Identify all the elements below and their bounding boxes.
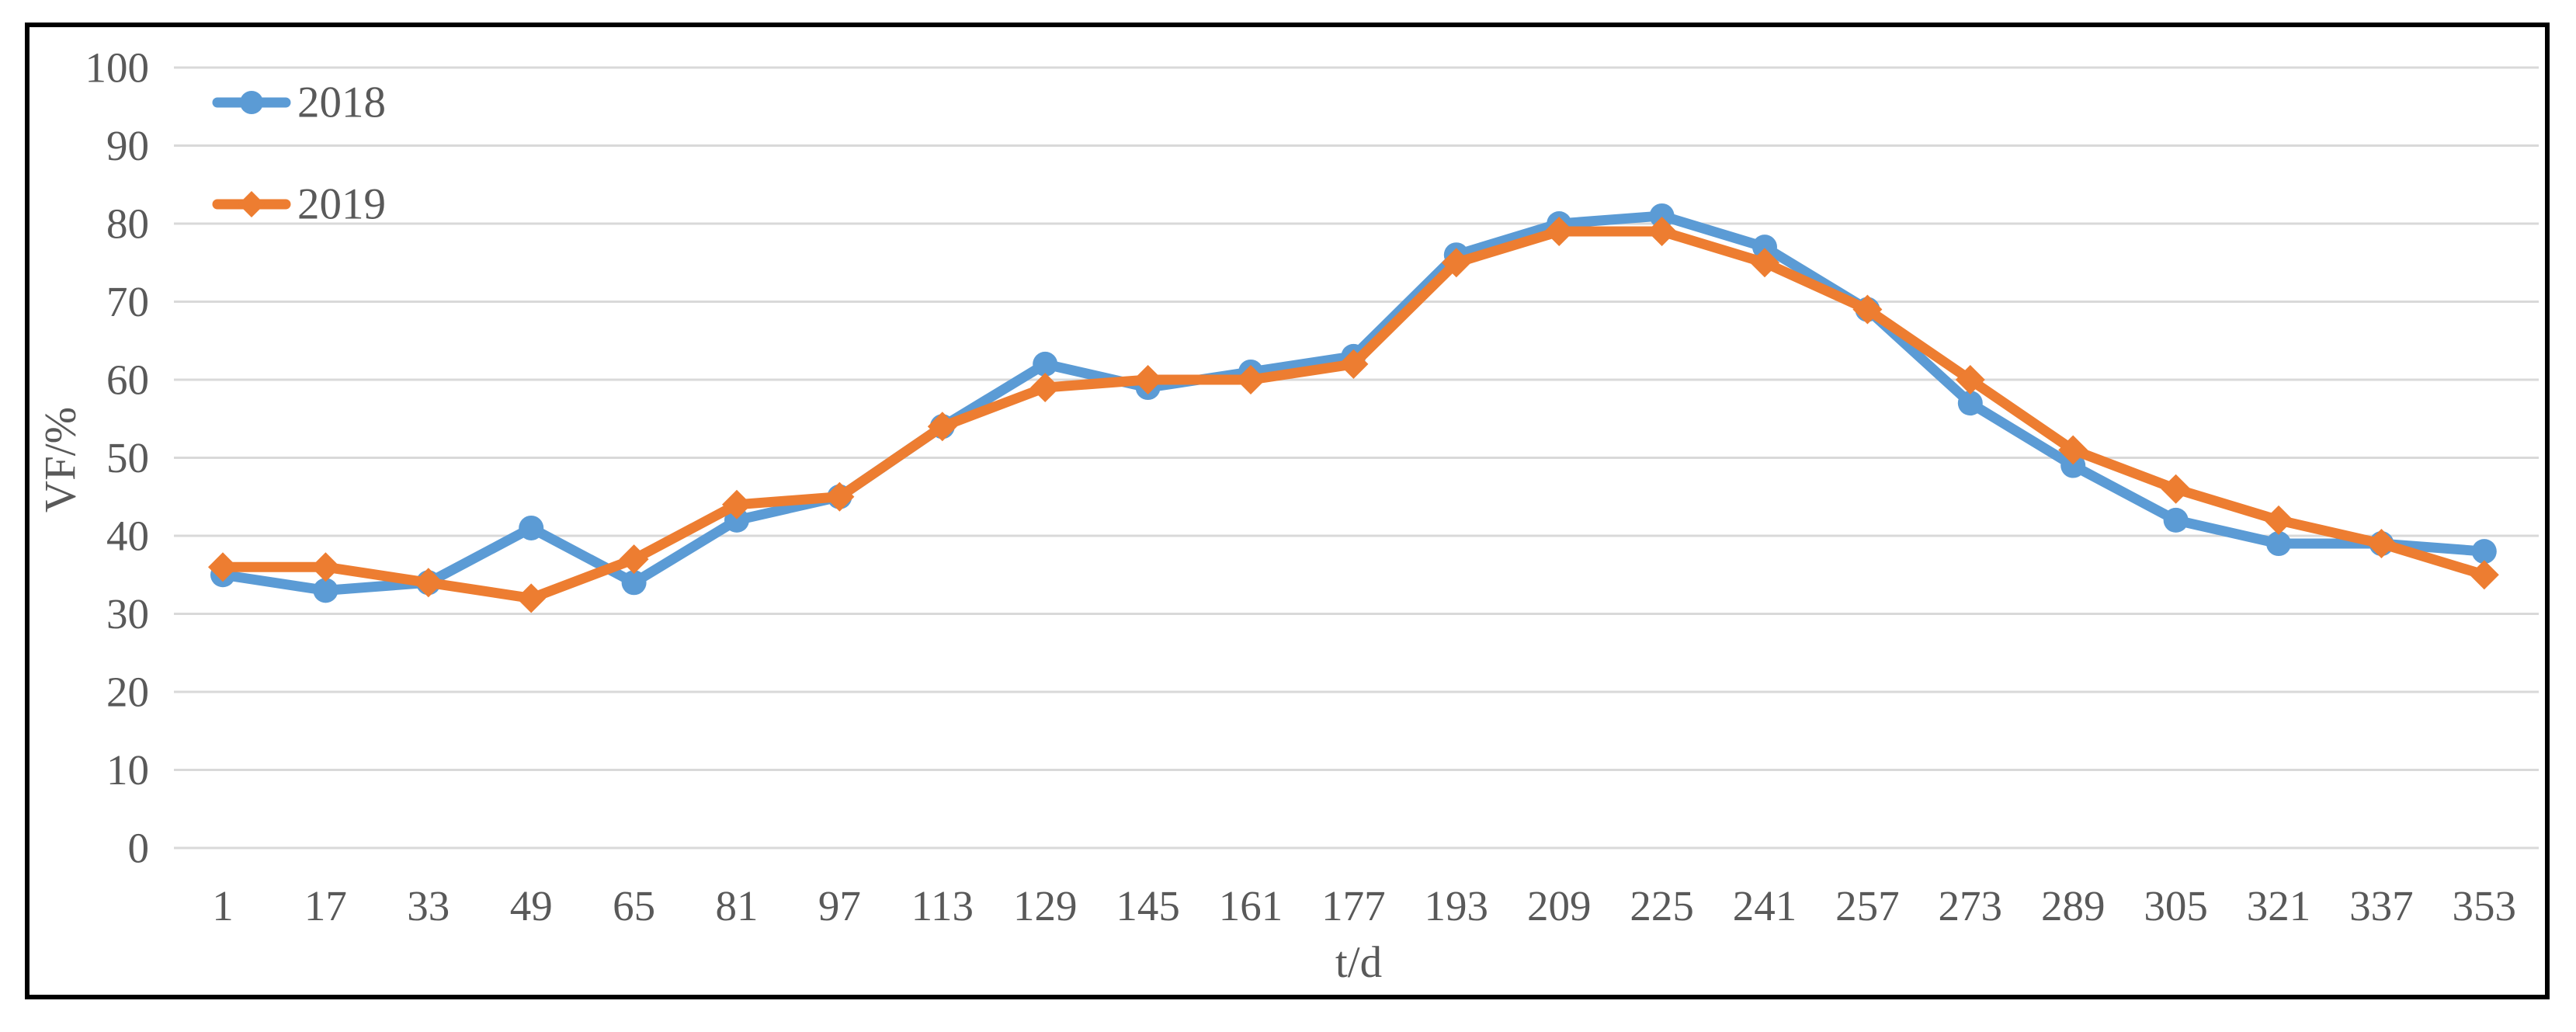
series-2019-point [2264, 505, 2293, 535]
legend: 2018 2019 [212, 78, 386, 229]
series-2019-point [2469, 560, 2499, 590]
y-tick-label: 90 [106, 122, 149, 169]
series-2018-point [519, 515, 544, 540]
x-tick-label: 97 [818, 882, 861, 929]
series-2018-point [724, 507, 749, 533]
series-2019-point [311, 552, 341, 582]
x-tick-label: 17 [304, 882, 347, 929]
series-2019-point [1441, 248, 1471, 278]
x-tick-label: 129 [1013, 882, 1078, 929]
y-tick-label: 40 [106, 513, 149, 560]
series-2018-point [2471, 539, 2497, 565]
y-tick-label: 0 [128, 825, 150, 872]
series-2019 [208, 217, 2499, 613]
series-2019-point [1750, 248, 1779, 278]
gridlines [174, 66, 2539, 850]
y-tick-label: 80 [106, 200, 149, 248]
series-2019-point [2058, 435, 2088, 465]
y-tick-label: 100 [85, 44, 150, 92]
x-tick-label: 241 [1733, 882, 1797, 929]
legend-item-2018: 2018 [212, 78, 386, 127]
series-2018-point [2163, 507, 2189, 533]
legend-item-2019: 2019 [212, 180, 386, 229]
y-tick-label: 20 [106, 669, 149, 716]
y-tick-label: 50 [106, 434, 149, 481]
x-tick-label: 353 [2453, 882, 2517, 929]
legend-label: 2019 [297, 180, 386, 229]
x-tick-label: 65 [613, 882, 655, 929]
series-2019-point [825, 481, 855, 512]
y-tick-label: 30 [106, 590, 149, 638]
series-2019-point [927, 412, 957, 442]
series-2019-point [1647, 217, 1677, 247]
x-tick-label: 257 [1835, 882, 1900, 929]
y-axis-title: VF/% [36, 407, 85, 513]
x-tick-label: 161 [1219, 882, 1283, 929]
series-2019-point [1852, 294, 1883, 325]
series-2019-point [1236, 365, 1265, 394]
x-tick-label: 145 [1116, 882, 1180, 929]
legend-diamond-marker-icon [238, 191, 265, 217]
series-2019-point [516, 583, 547, 613]
series-2018-point [1752, 235, 1777, 260]
series-2019-point [1030, 373, 1061, 403]
series-2019-point [722, 489, 752, 519]
x-tick-label: 33 [407, 882, 450, 929]
series-2019-point [413, 568, 443, 598]
x-tick-label: 209 [1527, 882, 1592, 929]
series-2018-point [1649, 203, 1675, 228]
series-2018-point [1033, 351, 1058, 377]
series-2019-point [619, 544, 649, 575]
x-tick-label: 49 [510, 882, 553, 929]
series-2018-point [1957, 391, 1983, 416]
series-2019-point [1133, 365, 1163, 394]
x-tick-label: 177 [1321, 882, 1386, 929]
x-tick-label: 1 [212, 882, 234, 929]
x-tick-label: 305 [2144, 882, 2208, 929]
legend-label: 2018 [297, 78, 386, 127]
x-tick-label: 193 [1425, 882, 1489, 929]
series-2019-point [208, 552, 238, 582]
x-tick-label: 273 [1939, 882, 2003, 929]
series-2019-point [1955, 365, 1985, 394]
series-2019-point [1544, 217, 1574, 247]
y-axis-tick-labels: 0 10 20 30 40 50 60 70 80 90 100 [85, 44, 150, 872]
series-2018-point [2266, 531, 2291, 557]
y-tick-label: 60 [106, 356, 149, 404]
y-tick-label: 10 [106, 746, 149, 794]
series-2019-point [1338, 349, 1369, 379]
series-2018-point [621, 570, 647, 596]
series-2019-point [2161, 474, 2191, 504]
series-2018-point [313, 578, 338, 603]
x-tick-label: 81 [716, 882, 759, 929]
x-tick-label: 337 [2349, 882, 2414, 929]
x-tick-label: 321 [2247, 882, 2311, 929]
series-2018-point [2060, 453, 2086, 478]
y-tick-label: 70 [106, 278, 149, 325]
x-tick-label: 289 [2041, 882, 2106, 929]
x-axis-title: t/d [1335, 938, 1382, 987]
chart-border [25, 23, 2550, 999]
legend-circle-marker-icon [240, 91, 263, 114]
series-2019-point [2366, 529, 2397, 559]
x-tick-label: 113 [911, 882, 974, 929]
x-axis-tick-labels: 1 17 33 49 65 81 97 113 129 145 161 177 193 209 225 241… [212, 882, 2516, 929]
x-tick-label: 225 [1630, 882, 1694, 929]
